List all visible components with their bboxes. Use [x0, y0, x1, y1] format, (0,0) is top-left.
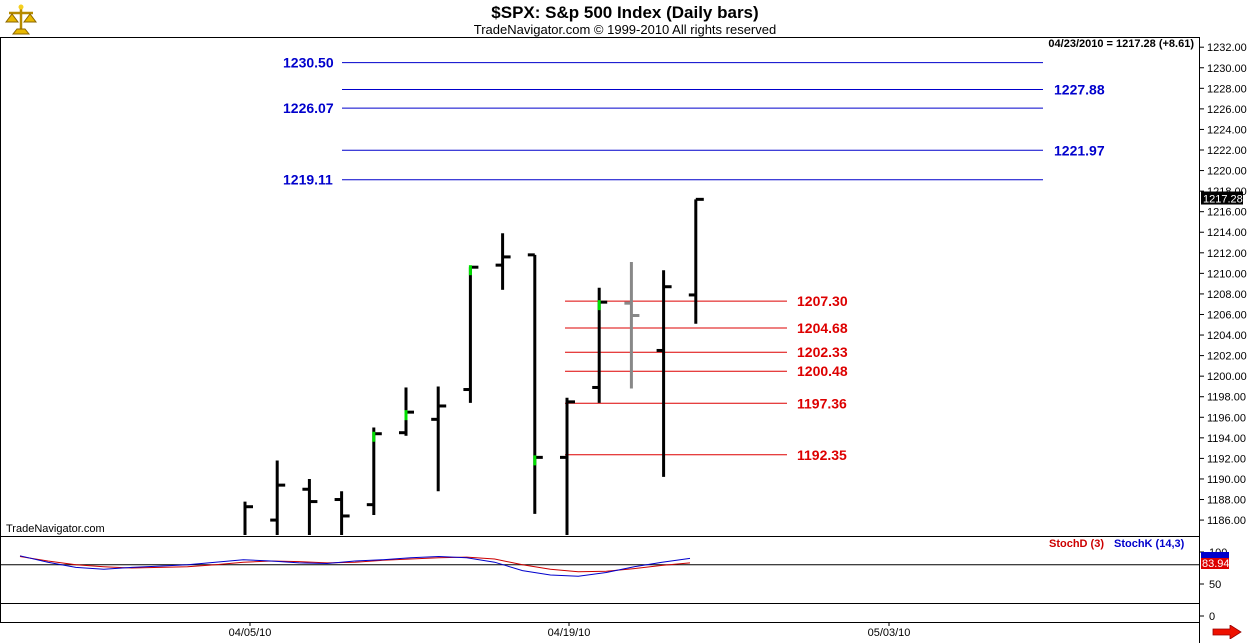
copyright-subtitle: TradeNavigator.com © 1999-2010 All right…: [473, 22, 777, 37]
y-tick-label: 1204.00: [1207, 330, 1247, 342]
stoch-last-value: 83.94: [1202, 558, 1230, 570]
y-tick-label: 1226.00: [1207, 104, 1247, 116]
upper-level-label: 1221.97: [1054, 142, 1105, 158]
y-tick-label: 1230.00: [1207, 63, 1247, 75]
y-tick-label: 1216.00: [1207, 207, 1247, 219]
upper-level-label: 1227.88: [1054, 82, 1105, 98]
price-readout: 04/23/2010 = 1217.28 (+8.61): [1048, 38, 1194, 50]
y-tick-label: 1224.00: [1207, 124, 1247, 136]
lower-level-label: 1197.36: [797, 395, 847, 411]
y-tick-label: 1190.00: [1207, 474, 1246, 486]
level-lines: [342, 62, 1043, 456]
upper-level-label: 1226.07: [283, 100, 334, 116]
chart-title: $SPX: S&p 500 Index (Daily bars): [491, 3, 759, 22]
gold-scales-logo-icon[interactable]: [4, 4, 38, 36]
bars-group: [243, 197, 704, 535]
y-tick-label: 1196.00: [1207, 412, 1246, 424]
stochd-last-box: [1201, 558, 1229, 569]
y-tick-label: 1188.00: [1207, 495, 1246, 507]
y-axis: 1186.00 1188.00 1190.00 1192.00 1194.00 1196.…: [1199, 42, 1247, 527]
y-tick-label: 1192.00: [1207, 453, 1246, 465]
y-tick-label: 1212.00: [1207, 248, 1247, 260]
last-price-label: 1217.28: [1203, 194, 1243, 206]
stoch-series-line: [19, 555, 691, 577]
upper-level-label: 1230.50: [283, 55, 334, 71]
y-tick-label: 1232.00: [1207, 42, 1247, 54]
y-tick-label: 1198.00: [1207, 392, 1246, 404]
main-panel-border: [0, 37, 1200, 537]
x-tick-label: 04/05/10: [229, 627, 272, 639]
y-tick-label: 1208.00: [1207, 289, 1247, 301]
level-labels: 1230.50 1227.88 1226.07 1221.97 1219.11 1207.…: [283, 55, 1105, 463]
lower-level-label: 1204.68: [797, 320, 848, 336]
stochk-last-box: [1201, 552, 1229, 558]
y-tick-label: 1214.00: [1207, 227, 1247, 239]
y-tick-label: 1186.00: [1207, 515, 1246, 527]
stoch-y-tick-label: 50: [1209, 579, 1221, 591]
lower-level-label: 1202.33: [797, 344, 848, 360]
y-tick-label: 1210.00: [1207, 268, 1247, 280]
x-axis: 04/05/10 04/19/10 05/03/10: [229, 622, 911, 639]
stochk-legend: StochK (14,3): [1114, 538, 1185, 550]
red-right-arrow-icon[interactable]: [1212, 625, 1242, 639]
price-bars: [243, 197, 704, 535]
stoch-series-line: [19, 556, 691, 573]
upper-level-label: 1219.11: [283, 172, 333, 188]
lower-level-label: 1200.48: [797, 363, 848, 379]
y-tick-label: 1220.00: [1207, 166, 1247, 178]
y-tick-label: 1202.00: [1207, 351, 1247, 363]
y-tick-label: 1200.00: [1207, 371, 1247, 383]
watermark: TradeNavigator.com: [6, 523, 105, 535]
stochd-legend: StochD (3): [1049, 538, 1104, 550]
lower-level-label: 1207.30: [797, 293, 848, 309]
stoch-y-tick-label: 0: [1209, 611, 1215, 623]
stochastic-panel: 10050083.94: [1, 547, 1230, 623]
y-tick-label: 1206.00: [1207, 309, 1247, 321]
lower-panel-border: [0, 536, 1200, 623]
lower-level-label: 1192.35: [797, 447, 847, 463]
last-price-box: [1201, 191, 1243, 205]
y-tick-label: 1228.00: [1207, 83, 1247, 95]
y-tick-label: 1222.00: [1207, 145, 1247, 157]
x-tick-label: 04/19/10: [548, 627, 591, 639]
y-tick-label: 1194.00: [1207, 433, 1246, 445]
x-tick-label: 05/03/10: [868, 627, 911, 639]
